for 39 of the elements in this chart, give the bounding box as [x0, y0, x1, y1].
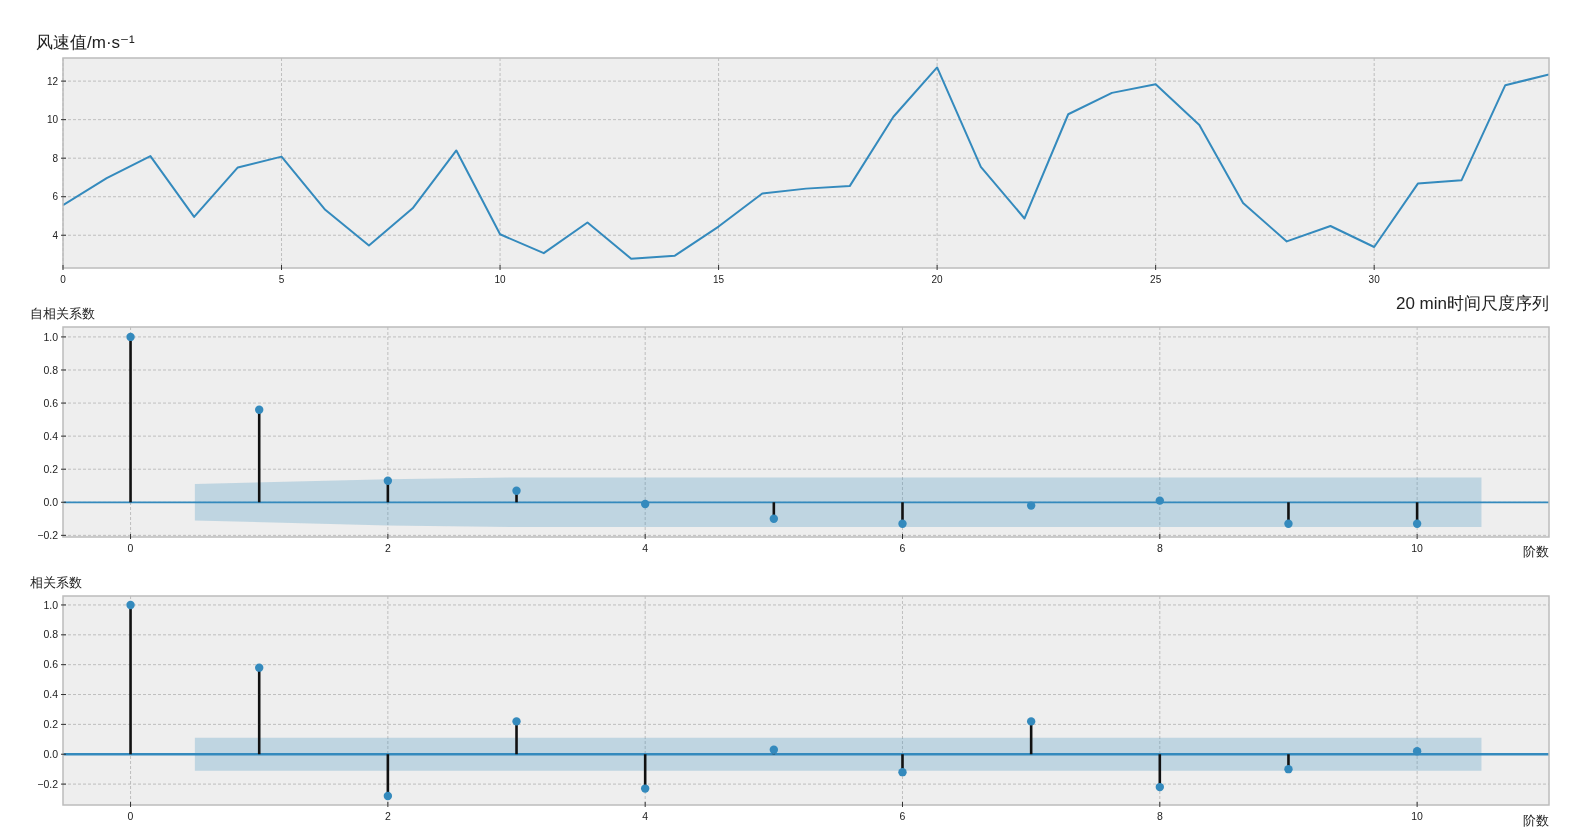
x-tick-label: 25	[1150, 274, 1162, 285]
point	[1412, 747, 1422, 756]
x-tick-label: 15	[713, 274, 725, 285]
point	[1284, 764, 1293, 774]
y-tick-label: 0.2	[43, 717, 59, 730]
x-tick-label: 2	[384, 810, 391, 822]
y-axis-title: 相关系数	[30, 575, 82, 590]
y-tick-label: 8	[52, 152, 59, 164]
x-tick-label: 30	[1368, 274, 1381, 285]
point	[255, 663, 264, 672]
y-tick-label: −0.2	[37, 777, 59, 790]
point	[769, 745, 779, 754]
x-tick-label: 0	[60, 274, 67, 285]
y-tick-label: 6	[52, 191, 59, 203]
point	[1026, 717, 1036, 726]
point	[898, 767, 907, 777]
x-tick-label: 20	[931, 274, 944, 285]
point	[126, 600, 135, 610]
y-tick-label: 0.8	[43, 628, 59, 641]
y-tick-label: 10	[46, 114, 59, 126]
point	[383, 791, 393, 801]
y-tick-label: 4	[52, 229, 59, 241]
point	[640, 784, 650, 793]
y-tick-label: 12	[46, 75, 59, 87]
x-tick-label: 10	[494, 274, 507, 285]
x-tick-label: 0	[127, 810, 134, 822]
point	[1155, 782, 1165, 792]
x-tick-label: 5	[278, 274, 285, 285]
point	[512, 717, 521, 726]
x-axis-title: 阶数	[1523, 813, 1549, 828]
x-tick-label: 8	[1156, 810, 1163, 822]
y-tick-label: 0.0	[43, 747, 59, 760]
y-tick-label: 1.0	[43, 598, 59, 611]
x-tick-label: 10	[1411, 810, 1424, 822]
y-tick-label: 0.6	[43, 658, 59, 671]
x-tick-label: 4	[642, 810, 649, 822]
y-axis-title: 风速值/m·s⁻¹	[36, 33, 136, 52]
x-tick-label: 6	[899, 810, 906, 822]
y-tick-label: 0.4	[43, 688, 59, 701]
